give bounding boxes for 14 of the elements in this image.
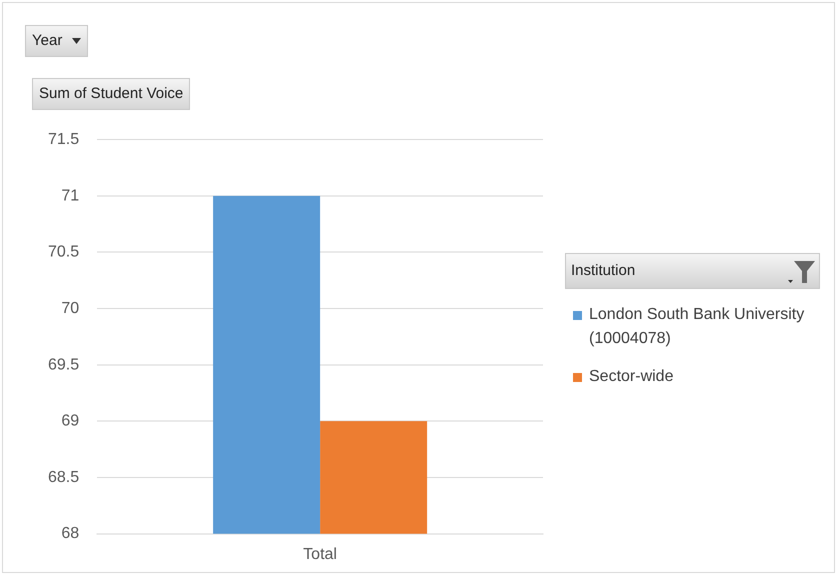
y-tick-label: 69 — [61, 412, 80, 430]
legend-label: London South Bank University (10004078) — [589, 305, 806, 349]
y-tick-label: 71 — [61, 187, 80, 204]
y-tick-label: 69.5 — [48, 356, 80, 374]
y-tick-label: 71.5 — [48, 131, 80, 148]
y-axis-title: Sum of Student Voice — [32, 78, 190, 110]
legend-title: Institution — [571, 262, 636, 279]
y-tick-label: 68.5 — [48, 468, 80, 486]
text: Year — [32, 32, 62, 49]
y-tick-label: 68 — [61, 525, 80, 542]
y-tick-label: 70 — [61, 300, 80, 317]
legend-label: Sector-wide — [589, 367, 674, 387]
x-tick-label: Total — [303, 546, 337, 563]
y-tick-label: 70.5 — [48, 244, 80, 261]
